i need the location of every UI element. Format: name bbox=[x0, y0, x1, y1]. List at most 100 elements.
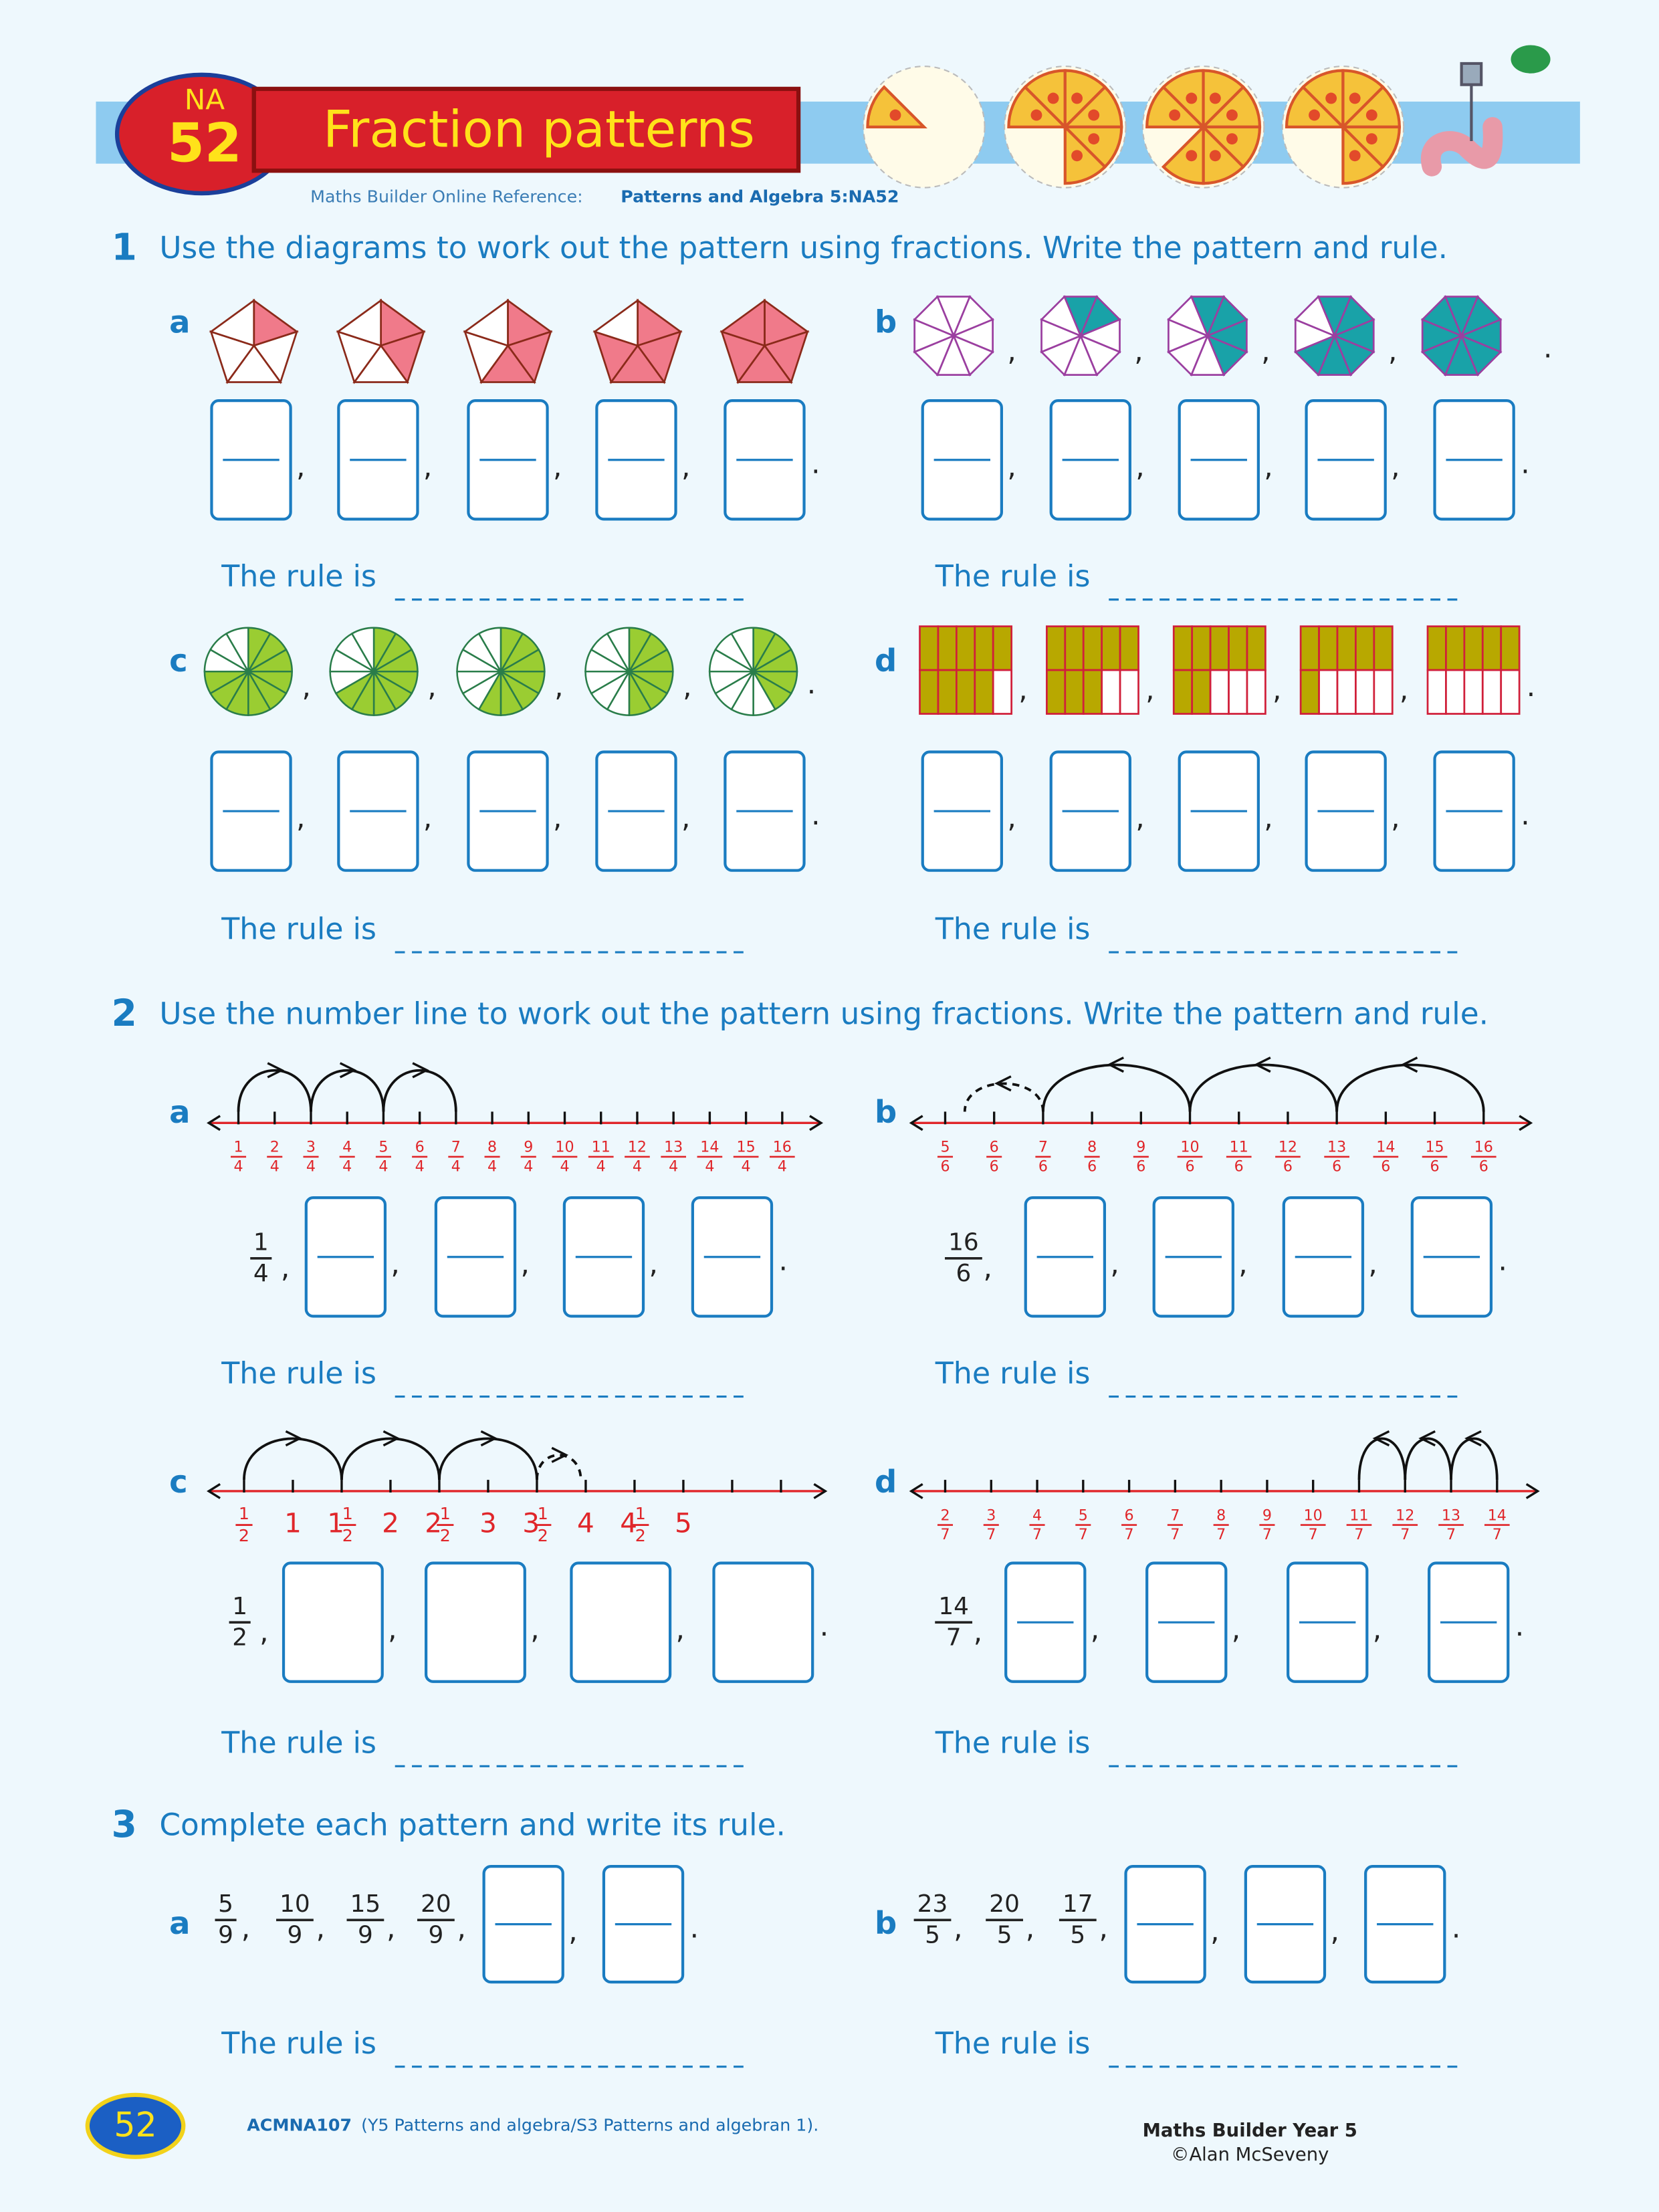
diagram-cell bbox=[992, 625, 1013, 671]
topping bbox=[1349, 92, 1361, 104]
comma: , bbox=[1091, 1612, 1099, 1645]
given-fraction-denominator: 5 bbox=[1070, 1922, 1085, 1949]
number-line-arrow bbox=[909, 1482, 1540, 1499]
diagram-cell bbox=[1209, 669, 1230, 715]
comma: , bbox=[1391, 801, 1400, 834]
jump-arc bbox=[340, 1437, 441, 1480]
comma: , bbox=[1134, 334, 1143, 367]
diagram-sector bbox=[1293, 295, 1337, 338]
jump-arc bbox=[438, 1437, 538, 1480]
jump-arrow bbox=[551, 1446, 569, 1463]
number-line-label-numerator: 8 bbox=[487, 1139, 497, 1156]
diagram-cell bbox=[1318, 669, 1339, 715]
comma: , bbox=[1018, 673, 1027, 705]
jump-arrow bbox=[1372, 1430, 1390, 1447]
given-fraction-denominator: 5 bbox=[997, 1922, 1012, 1949]
number-line-label-denominator: 7 bbox=[1400, 1526, 1410, 1543]
number-line-label-numerator: 14 bbox=[1488, 1507, 1507, 1524]
header-number: 52 bbox=[167, 112, 242, 174]
comma: , bbox=[302, 670, 310, 703]
diagram-cell bbox=[1064, 669, 1085, 715]
number-line-label-denominator: 6 bbox=[940, 1158, 950, 1176]
number-line-label-whole: 2 bbox=[382, 1507, 399, 1539]
number-line-label-denominator: 4 bbox=[669, 1158, 678, 1176]
footer-code: ACMNA107 bbox=[247, 2115, 352, 2134]
number-line-label-denominator: 4 bbox=[524, 1158, 533, 1176]
number-line-label-numerator: 13 bbox=[1442, 1507, 1460, 1524]
diagram-cell bbox=[1082, 669, 1103, 715]
number-line-label-numerator: 1 bbox=[538, 1504, 548, 1523]
number-line-label-numerator: 12 bbox=[1396, 1507, 1414, 1524]
number-line-label-numerator: 7 bbox=[1038, 1139, 1048, 1156]
part-letter: b bbox=[875, 304, 897, 340]
diagram-cell bbox=[956, 669, 976, 715]
topping bbox=[1365, 133, 1377, 145]
diagram-cell bbox=[974, 669, 994, 715]
number-line-label-numerator: 9 bbox=[1262, 1507, 1272, 1524]
number-line-label-denominator: 7 bbox=[1354, 1526, 1363, 1543]
period: . bbox=[1498, 1244, 1507, 1277]
diagram-sector bbox=[592, 298, 639, 347]
answer-box bbox=[570, 1561, 672, 1683]
number-line-label-numerator: 15 bbox=[1425, 1139, 1444, 1156]
diagram-cell bbox=[1228, 669, 1248, 715]
topping bbox=[1209, 150, 1221, 162]
number-line-label-denominator: 6 bbox=[990, 1158, 999, 1176]
diagram-cell bbox=[1336, 625, 1357, 671]
diagram-sector bbox=[720, 298, 766, 347]
number-line-arrow bbox=[909, 1115, 1533, 1131]
jump-arc bbox=[1188, 1063, 1339, 1112]
number-line-label-denominator: 7 bbox=[1032, 1526, 1042, 1543]
number-line-label-denominator: 7 bbox=[1492, 1526, 1502, 1543]
comma: , bbox=[649, 1247, 657, 1280]
number-line-label-numerator: 11 bbox=[592, 1139, 611, 1156]
diagram-sector bbox=[1420, 295, 1464, 338]
diagram-cell bbox=[1064, 625, 1085, 671]
topping bbox=[1309, 109, 1320, 121]
comma: , bbox=[1400, 673, 1408, 705]
number-line-label-whole: 5 bbox=[675, 1507, 692, 1539]
answer-box bbox=[425, 1561, 526, 1683]
number-line-label-denominator: 6 bbox=[1234, 1158, 1244, 1176]
rule-label: The rule is bbox=[221, 1357, 376, 1391]
comma: , bbox=[241, 1912, 250, 1945]
decorations bbox=[863, 45, 1551, 189]
diagram-cell bbox=[1373, 625, 1394, 671]
diagram-sector bbox=[209, 298, 255, 347]
comma: , bbox=[1238, 1247, 1247, 1280]
given-fraction-numerator: 10 bbox=[280, 1890, 310, 1918]
question-instruction: Complete each pattern and write its rule… bbox=[159, 1807, 786, 1843]
content: 1 Use the diagrams to work out the patter… bbox=[112, 226, 1552, 2068]
given-fraction-denominator: 2 bbox=[232, 1624, 247, 1652]
number-line-label-whole: 1 bbox=[327, 1507, 344, 1539]
diagram-cell bbox=[1191, 625, 1212, 671]
jump-arc bbox=[243, 1437, 343, 1480]
given-fraction-denominator: 9 bbox=[218, 1922, 233, 1949]
number-line-label-denominator: 4 bbox=[705, 1158, 714, 1176]
diagram-cell bbox=[956, 625, 976, 671]
comma: , bbox=[520, 1247, 529, 1280]
answer-box bbox=[712, 1561, 814, 1683]
jump-arc bbox=[237, 1069, 312, 1112]
comma: , bbox=[316, 1912, 325, 1945]
jump-arc bbox=[1450, 1437, 1499, 1480]
number-line-label-numerator: 11 bbox=[1349, 1507, 1368, 1524]
question-number: 2 bbox=[112, 992, 137, 1034]
number-line-label-whole: 4 bbox=[620, 1507, 637, 1539]
number-line-label-denominator: 6 bbox=[1136, 1158, 1145, 1176]
number-line-label-numerator: 12 bbox=[628, 1139, 647, 1156]
diagram-cell bbox=[1191, 669, 1212, 715]
question-number: 3 bbox=[112, 1803, 137, 1846]
diagram-cell bbox=[1246, 669, 1266, 715]
diagram-cell bbox=[1336, 669, 1357, 715]
period: . bbox=[1543, 332, 1552, 364]
topping bbox=[1047, 92, 1059, 104]
period: . bbox=[807, 667, 816, 700]
comma: , bbox=[1373, 1612, 1381, 1645]
jump-arc bbox=[963, 1082, 1044, 1112]
number-line-label-numerator: 3 bbox=[986, 1507, 996, 1524]
rule-label: The rule is bbox=[935, 560, 1091, 594]
answer-box bbox=[282, 1561, 384, 1683]
